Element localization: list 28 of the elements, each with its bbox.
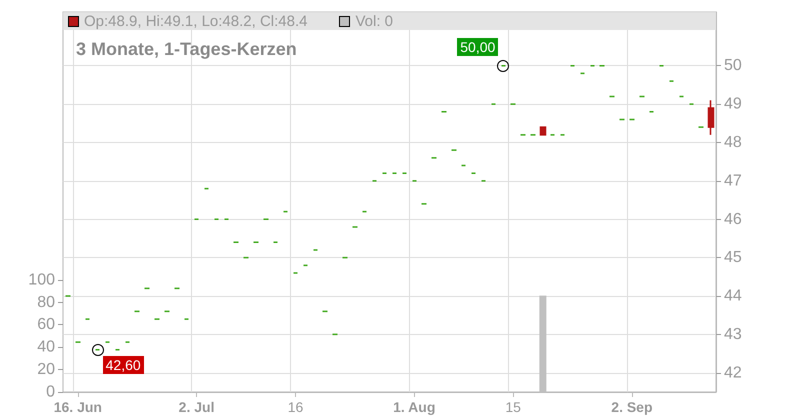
x-tick-label: 1. Aug [393, 399, 436, 415]
y-tick-label: 44 [724, 288, 742, 305]
x-tick-label: 2. Jul [178, 399, 214, 415]
y2-tick-label: 100 [28, 271, 56, 288]
y-tick-label: 46 [724, 210, 742, 228]
y2-tick-label: 60 [37, 316, 56, 334]
y-tick-label: 48 [724, 134, 742, 152]
y-tick-label: 47 [724, 172, 742, 190]
annotation: 50,00 [457, 38, 498, 56]
y2-tick-label: 20 [37, 361, 56, 378]
annotation: 42,60 [102, 356, 144, 374]
text: 3 Monate, 1-Tages-Kerzen [76, 39, 297, 59]
x-tick-label: 2. Sep [611, 399, 653, 415]
x-tick-label: 15 [505, 399, 522, 415]
y-tick-label: 49 [724, 96, 742, 113]
x-tick-label: 16 [288, 399, 304, 415]
annotation: Op:48.9, Hi:49.1, Lo:48.2, Cl:48.4 [84, 12, 308, 30]
y-tick-label: 43 [724, 326, 742, 343]
annotation: Vol: 0 [355, 12, 394, 30]
candlestick [540, 126, 546, 136]
y2-tick-label: 40 [37, 338, 56, 356]
x-tick-label: 16. Jun [54, 399, 102, 415]
y2-tick-label: 0 [46, 384, 56, 400]
candlestick [708, 100, 714, 136]
y-tick-label: 42 [724, 364, 742, 382]
y2-tick-label: 80 [37, 294, 56, 311]
y-tick-label: 45 [724, 249, 742, 266]
y-tick-label: 50 [724, 57, 742, 74]
